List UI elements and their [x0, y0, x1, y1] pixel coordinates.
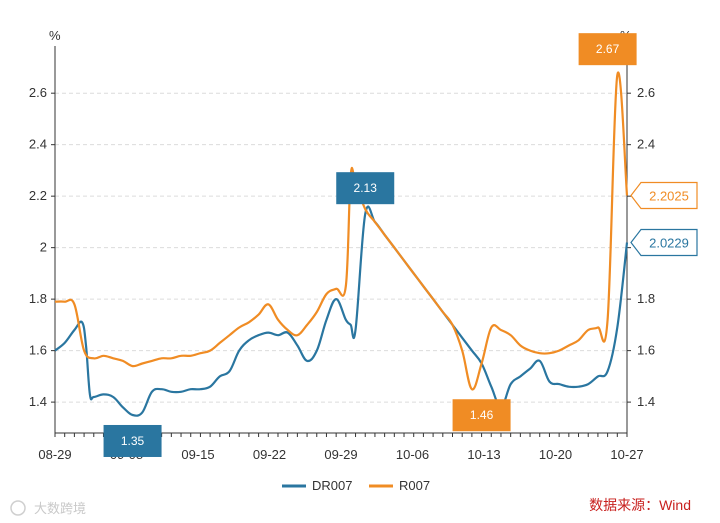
legend[interactable]: DR007 R007 — [282, 478, 430, 493]
x-tick-label: 10-27 — [610, 447, 643, 462]
watermark-logo-icon — [10, 500, 26, 516]
callout-value: 1.35 — [121, 434, 145, 448]
callout-box — [103, 424, 162, 457]
callout-box — [578, 33, 637, 66]
x-tick-label: 10-06 — [396, 447, 429, 462]
callout-value: 2.13 — [354, 181, 378, 195]
end-label-box — [630, 181, 698, 210]
legend-dr007-label[interactable]: DR007 — [312, 478, 352, 493]
gridlines — [55, 92, 627, 403]
y-tick-label-left: 2 — [40, 240, 47, 255]
x-tick-label: 09-22 — [253, 447, 286, 462]
callouts: 1.35 2.13 1.46 2.67 — [103, 33, 637, 457]
y-ticks-left: 1.4 1.6 1.8 2 2.2 2.4 2.6 — [29, 85, 55, 409]
callout-value: 2.67 — [596, 42, 620, 56]
x-tick-label: 10-20 — [539, 447, 572, 462]
y-tick-label-right: 1.8 — [637, 291, 655, 306]
x-tick-label: 10-13 — [467, 447, 500, 462]
series-lines — [54, 71, 629, 417]
end-labels: 2.2025 2.0229 — [630, 181, 698, 257]
callout-value: 1.46 — [470, 408, 494, 422]
y-tick-label-right: 2.4 — [637, 137, 655, 152]
y-tick-label-right: 1.4 — [637, 394, 655, 409]
x-tick-label: 08-29 — [38, 447, 71, 462]
watermark: 大数跨境 — [10, 500, 86, 516]
y-tick-label-right: 2.6 — [637, 85, 655, 100]
y-tick-label-left: 2.2 — [29, 188, 47, 203]
y-unit-left: % — [49, 28, 61, 43]
end-label-value: 2.0229 — [649, 236, 689, 251]
watermark-text: 大数跨境 — [34, 501, 86, 516]
axes — [54, 46, 628, 434]
series-line-dr007 — [54, 205, 629, 417]
y-tick-label-left: 1.6 — [29, 343, 47, 358]
callout-box — [452, 399, 511, 432]
y-tick-label-left: 1.8 — [29, 291, 47, 306]
y-tick-label-left: 2.4 — [29, 137, 47, 152]
x-tick-label: 09-29 — [324, 447, 357, 462]
legend-r007-label[interactable]: R007 — [399, 478, 430, 493]
y-tick-label-right: 1.6 — [637, 343, 655, 358]
y-tick-label-left: 1.4 — [29, 394, 47, 409]
end-label-box — [630, 228, 698, 257]
x-tick-label: 09-15 — [181, 447, 214, 462]
callout-box — [336, 172, 395, 205]
source-note: 数据来源：Wind — [589, 497, 691, 513]
end-label-value: 2.2025 — [649, 189, 689, 204]
y-tick-label-left: 2.6 — [29, 85, 47, 100]
series-line-r007 — [54, 71, 629, 391]
